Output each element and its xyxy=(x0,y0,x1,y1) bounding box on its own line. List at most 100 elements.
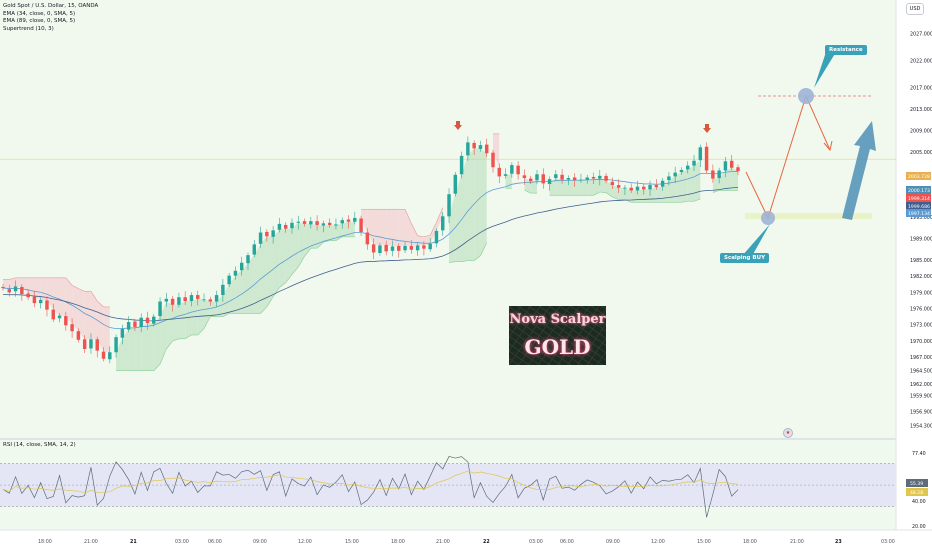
supertrend-fill xyxy=(386,209,393,247)
candle-body xyxy=(164,298,169,302)
supertrend-fill xyxy=(656,186,663,203)
pane-separator xyxy=(0,438,932,440)
supertrend-fill xyxy=(90,291,98,340)
supertrend-fill xyxy=(411,223,418,246)
candle-body xyxy=(26,293,30,298)
scalping-buy-callout[interactable]: Scalping BUY xyxy=(720,253,770,263)
price-label-box xyxy=(906,209,931,217)
time-tick-label: 03:00 xyxy=(529,539,543,545)
rsi-legend[interactable]: RSI (14, close, SMA, 14, 2) xyxy=(3,442,76,448)
price-label-box xyxy=(906,194,931,202)
candle-body xyxy=(604,175,608,181)
supertrend-fill xyxy=(631,190,638,203)
supertrend-fill xyxy=(141,323,148,371)
supertrend-fill xyxy=(185,301,192,339)
legend-ema89[interactable]: EMA (89, close, 0, SMA, 5) xyxy=(3,18,76,25)
candle-body xyxy=(434,230,439,244)
candle-body xyxy=(32,296,37,304)
legend-supertrend[interactable]: Supertrend (10, 3) xyxy=(3,26,54,33)
supertrend-line xyxy=(266,296,274,308)
supertrend-fill xyxy=(618,187,625,200)
candle-body xyxy=(679,169,684,173)
supertrend-line xyxy=(605,192,613,198)
candle-body xyxy=(202,299,206,301)
candle-body xyxy=(82,339,87,350)
supertrend-fill xyxy=(373,209,380,246)
candle-body xyxy=(76,331,81,340)
supertrend-fill xyxy=(348,221,355,237)
candle-body xyxy=(591,176,596,179)
supertrend-fill xyxy=(675,172,682,203)
candle-body xyxy=(252,244,257,255)
supertrend-fill xyxy=(405,209,412,246)
candle-body xyxy=(623,187,627,189)
legend-ema34[interactable]: EMA (34, close, 0, SMA, 5) xyxy=(3,10,76,17)
supertrend-fill xyxy=(530,180,537,194)
supertrend-fill xyxy=(72,285,79,332)
rsi-line xyxy=(2,456,739,518)
candle-body xyxy=(541,174,545,184)
candle-body xyxy=(133,321,137,327)
scalping-point xyxy=(761,211,775,225)
rsi-value-box xyxy=(906,488,928,496)
candle-body xyxy=(422,245,426,249)
supertrend-fill xyxy=(235,270,242,314)
supertrend-fill xyxy=(725,167,732,191)
time-tick-label: 09:00 xyxy=(253,539,267,545)
price-tick-label: 1956.900 xyxy=(910,410,932,416)
candle-body xyxy=(265,231,269,237)
supertrend-line xyxy=(436,207,444,223)
candle-body xyxy=(246,255,250,264)
resistance-callout[interactable]: Resistance xyxy=(825,45,867,55)
supertrend-fill xyxy=(128,326,135,371)
supertrend-line xyxy=(417,235,424,238)
candle-body xyxy=(214,295,219,302)
supertrend-fill xyxy=(643,189,651,203)
supertrend-line xyxy=(335,236,343,241)
us-flag-icon[interactable]: ★ xyxy=(783,428,793,438)
legend-symbol[interactable]: Gold Spot / U.S. Dollar, 15, OANDA xyxy=(3,3,99,9)
candle-body xyxy=(64,316,68,326)
candle-body xyxy=(139,317,143,327)
signal-arrow-icon xyxy=(454,121,462,130)
candle-body xyxy=(233,270,238,276)
candle-body xyxy=(635,186,640,191)
candle-body xyxy=(152,316,156,324)
supertrend-line xyxy=(159,348,167,365)
candle-body xyxy=(397,245,401,251)
supertrend-fill xyxy=(291,222,299,275)
supertrend-fill xyxy=(279,228,286,288)
time-tick-label: 18:00 xyxy=(391,539,405,545)
rsi-value-box xyxy=(906,479,928,487)
candle-body xyxy=(579,179,583,181)
supertrend-fill xyxy=(392,209,399,247)
candle-body xyxy=(315,221,319,225)
price-tick-label: 1959.900 xyxy=(910,393,932,399)
supertrend-fill xyxy=(612,185,619,200)
currency-button[interactable]: USD xyxy=(906,3,924,15)
price-tick-label: 1970.000 xyxy=(910,339,932,345)
supertrend-line xyxy=(524,189,531,194)
candle-body xyxy=(208,299,213,302)
time-tick-label: 15:00 xyxy=(345,539,359,545)
candle-body xyxy=(346,219,351,222)
candle-body xyxy=(528,178,533,182)
supertrend-line xyxy=(693,198,701,202)
time-tick-label: 03:00 xyxy=(881,539,895,545)
supertrend-fill xyxy=(160,301,167,365)
candle-body xyxy=(585,177,589,180)
candle-body xyxy=(126,322,131,330)
supertrend-fill xyxy=(329,224,336,241)
time-axis-bg xyxy=(0,530,932,550)
support-zone xyxy=(745,213,872,219)
supertrend-fill xyxy=(147,323,154,371)
price-label: 1999.686 xyxy=(908,204,930,210)
candle-body xyxy=(673,172,677,177)
supertrend-fill xyxy=(712,178,720,193)
supertrend-line xyxy=(260,306,268,314)
supertrend-fill xyxy=(461,155,468,262)
candle-body xyxy=(384,244,388,252)
candle-body xyxy=(642,186,646,190)
